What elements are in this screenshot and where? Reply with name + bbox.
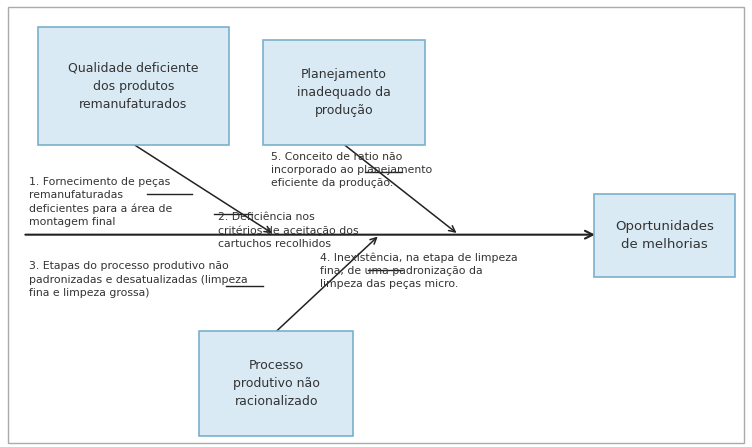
- Text: 4. Inexistência, na etapa de limpeza
fina, de uma padronização da
limpeza das pe: 4. Inexistência, na etapa de limpeza fin…: [320, 253, 517, 290]
- Text: Qualidade deficiente
dos produtos
remanufaturados: Qualidade deficiente dos produtos remanu…: [68, 62, 199, 110]
- Text: 1. Fornecimento de peças
remanufaturadas
deficientes para a área de
montagem fin: 1. Fornecimento de peças remanufaturadas…: [29, 177, 171, 227]
- FancyBboxPatch shape: [594, 194, 735, 277]
- Text: Planejamento
inadequado da
produção: Planejamento inadequado da produção: [297, 68, 391, 117]
- Text: 2. Deficiência nos
critérios de aceitação dos
cartuchos recolhidos: 2. Deficiência nos critérios de aceitaçã…: [218, 212, 359, 249]
- FancyBboxPatch shape: [199, 331, 353, 436]
- FancyBboxPatch shape: [38, 27, 229, 145]
- Text: 3. Etapas do processo produtivo não
padronizadas e desatualizadas (limpeza
fina : 3. Etapas do processo produtivo não padr…: [29, 261, 247, 298]
- Text: Processo
produtivo não
racionalizado: Processo produtivo não racionalizado: [233, 359, 320, 408]
- Text: Oportunidades
de melhorias: Oportunidades de melhorias: [615, 220, 714, 251]
- Text: 5. Conceito de ratio não
incorporado ao planejamento
eficiente da produção.: 5. Conceito de ratio não incorporado ao …: [271, 152, 432, 188]
- FancyBboxPatch shape: [263, 40, 425, 145]
